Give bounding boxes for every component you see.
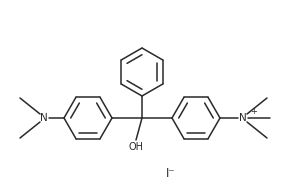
Text: OH: OH [129, 142, 144, 152]
Text: +: + [250, 108, 257, 117]
Text: I⁻: I⁻ [166, 167, 176, 180]
Text: N: N [40, 113, 48, 123]
Text: N: N [239, 113, 247, 123]
